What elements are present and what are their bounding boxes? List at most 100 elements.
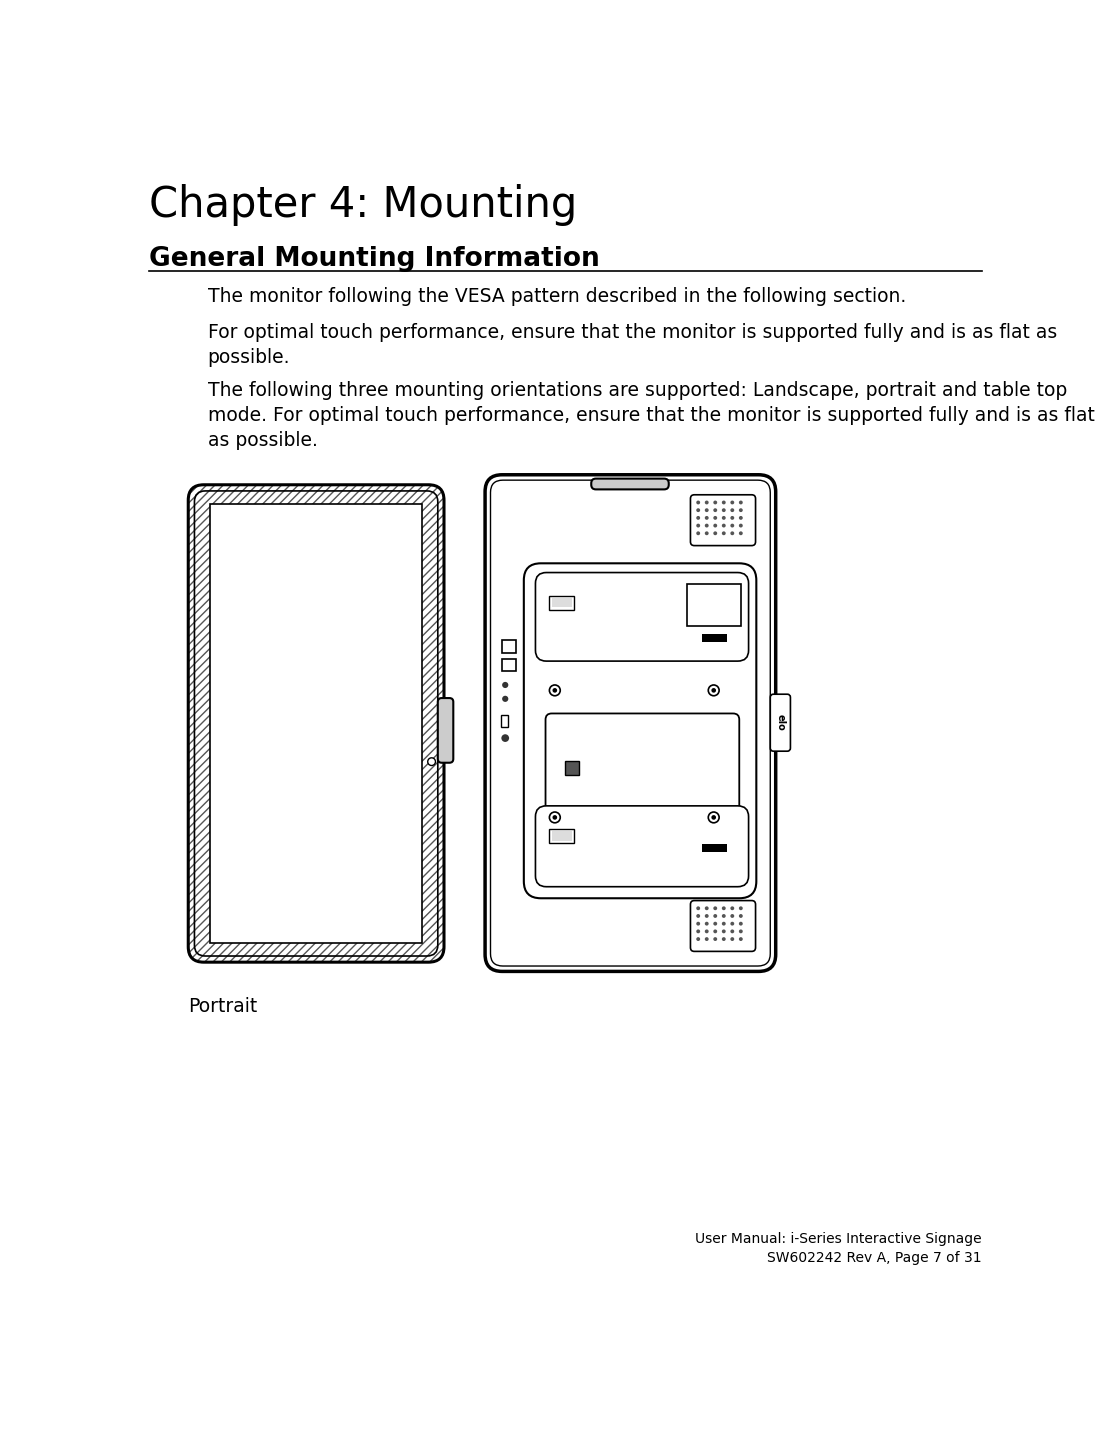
Circle shape	[730, 937, 735, 941]
FancyBboxPatch shape	[554, 826, 731, 849]
Bar	[549, 595, 575, 610]
Circle shape	[739, 509, 742, 512]
Circle shape	[714, 906, 717, 911]
Circle shape	[549, 684, 560, 696]
Circle shape	[502, 696, 508, 702]
Circle shape	[714, 500, 717, 504]
Bar	[502, 659, 516, 672]
Circle shape	[696, 516, 700, 520]
Text: General Mounting Information: General Mounting Information	[149, 246, 599, 272]
Circle shape	[705, 523, 708, 527]
FancyBboxPatch shape	[690, 494, 756, 546]
Circle shape	[705, 509, 708, 512]
Circle shape	[714, 937, 717, 941]
Circle shape	[714, 922, 717, 925]
Bar	[501, 715, 508, 728]
Circle shape	[696, 929, 700, 934]
Circle shape	[721, 937, 726, 941]
FancyBboxPatch shape	[438, 697, 453, 762]
Circle shape	[708, 684, 719, 696]
Circle shape	[705, 937, 708, 941]
Circle shape	[721, 532, 726, 535]
Circle shape	[705, 516, 708, 520]
Circle shape	[696, 937, 700, 941]
Circle shape	[721, 914, 726, 918]
Circle shape	[739, 929, 742, 934]
Circle shape	[739, 500, 742, 504]
Circle shape	[696, 914, 700, 918]
Text: The following three mounting orientations are supported: Landscape, portrait and: The following three mounting orientation…	[207, 380, 1094, 450]
Circle shape	[739, 937, 742, 941]
Bar	[502, 640, 516, 653]
Circle shape	[714, 532, 717, 535]
FancyBboxPatch shape	[546, 713, 739, 826]
FancyBboxPatch shape	[189, 484, 445, 963]
Circle shape	[705, 914, 708, 918]
Circle shape	[696, 500, 700, 504]
Circle shape	[553, 816, 557, 820]
Circle shape	[428, 758, 436, 765]
Bar	[552, 598, 571, 607]
Circle shape	[714, 929, 717, 934]
FancyBboxPatch shape	[524, 563, 757, 898]
Text: The monitor following the VESA pattern described in the following section.: The monitor following the VESA pattern d…	[207, 287, 906, 305]
Circle shape	[721, 500, 726, 504]
Circle shape	[730, 532, 735, 535]
Circle shape	[502, 682, 508, 687]
Circle shape	[739, 523, 742, 527]
Bar	[549, 829, 575, 843]
Circle shape	[730, 914, 735, 918]
Circle shape	[739, 532, 742, 535]
FancyBboxPatch shape	[770, 695, 791, 751]
Bar	[552, 831, 571, 840]
Circle shape	[553, 687, 557, 693]
FancyBboxPatch shape	[535, 806, 749, 886]
FancyBboxPatch shape	[485, 474, 775, 971]
Circle shape	[714, 509, 717, 512]
Bar	[565, 761, 579, 775]
Bar	[686, 584, 741, 627]
Circle shape	[721, 509, 726, 512]
Circle shape	[714, 914, 717, 918]
FancyBboxPatch shape	[535, 572, 749, 661]
Circle shape	[705, 532, 708, 535]
Circle shape	[730, 500, 735, 504]
Circle shape	[739, 922, 742, 925]
Text: elo: elo	[775, 715, 785, 731]
FancyBboxPatch shape	[210, 504, 422, 942]
Circle shape	[696, 906, 700, 911]
Circle shape	[721, 922, 726, 925]
Circle shape	[730, 509, 735, 512]
FancyBboxPatch shape	[690, 901, 756, 951]
Circle shape	[721, 929, 726, 934]
Circle shape	[696, 523, 700, 527]
Circle shape	[730, 516, 735, 520]
Circle shape	[739, 516, 742, 520]
Circle shape	[549, 813, 560, 823]
Circle shape	[739, 906, 742, 911]
Circle shape	[730, 929, 735, 934]
Circle shape	[739, 914, 742, 918]
Circle shape	[714, 523, 717, 527]
Circle shape	[721, 906, 726, 911]
Circle shape	[705, 929, 708, 934]
Circle shape	[721, 523, 726, 527]
Circle shape	[705, 906, 708, 911]
Circle shape	[714, 516, 717, 520]
Text: For optimal touch performance, ensure that the monitor is supported fully and is: For optimal touch performance, ensure th…	[207, 323, 1057, 367]
Bar	[703, 844, 727, 852]
Circle shape	[696, 922, 700, 925]
Text: Portrait: Portrait	[189, 997, 257, 1016]
Circle shape	[730, 523, 735, 527]
Circle shape	[502, 735, 510, 742]
Circle shape	[705, 922, 708, 925]
FancyBboxPatch shape	[591, 478, 668, 490]
Circle shape	[696, 532, 700, 535]
Text: User Manual: i-Series Interactive Signage
SW602242 Rev A, Page 7 of 31: User Manual: i-Series Interactive Signag…	[695, 1232, 982, 1265]
Circle shape	[708, 813, 719, 823]
Circle shape	[721, 516, 726, 520]
Text: Chapter 4: Mounting: Chapter 4: Mounting	[149, 184, 577, 226]
Circle shape	[711, 816, 716, 820]
Circle shape	[705, 500, 708, 504]
Bar	[703, 634, 727, 641]
